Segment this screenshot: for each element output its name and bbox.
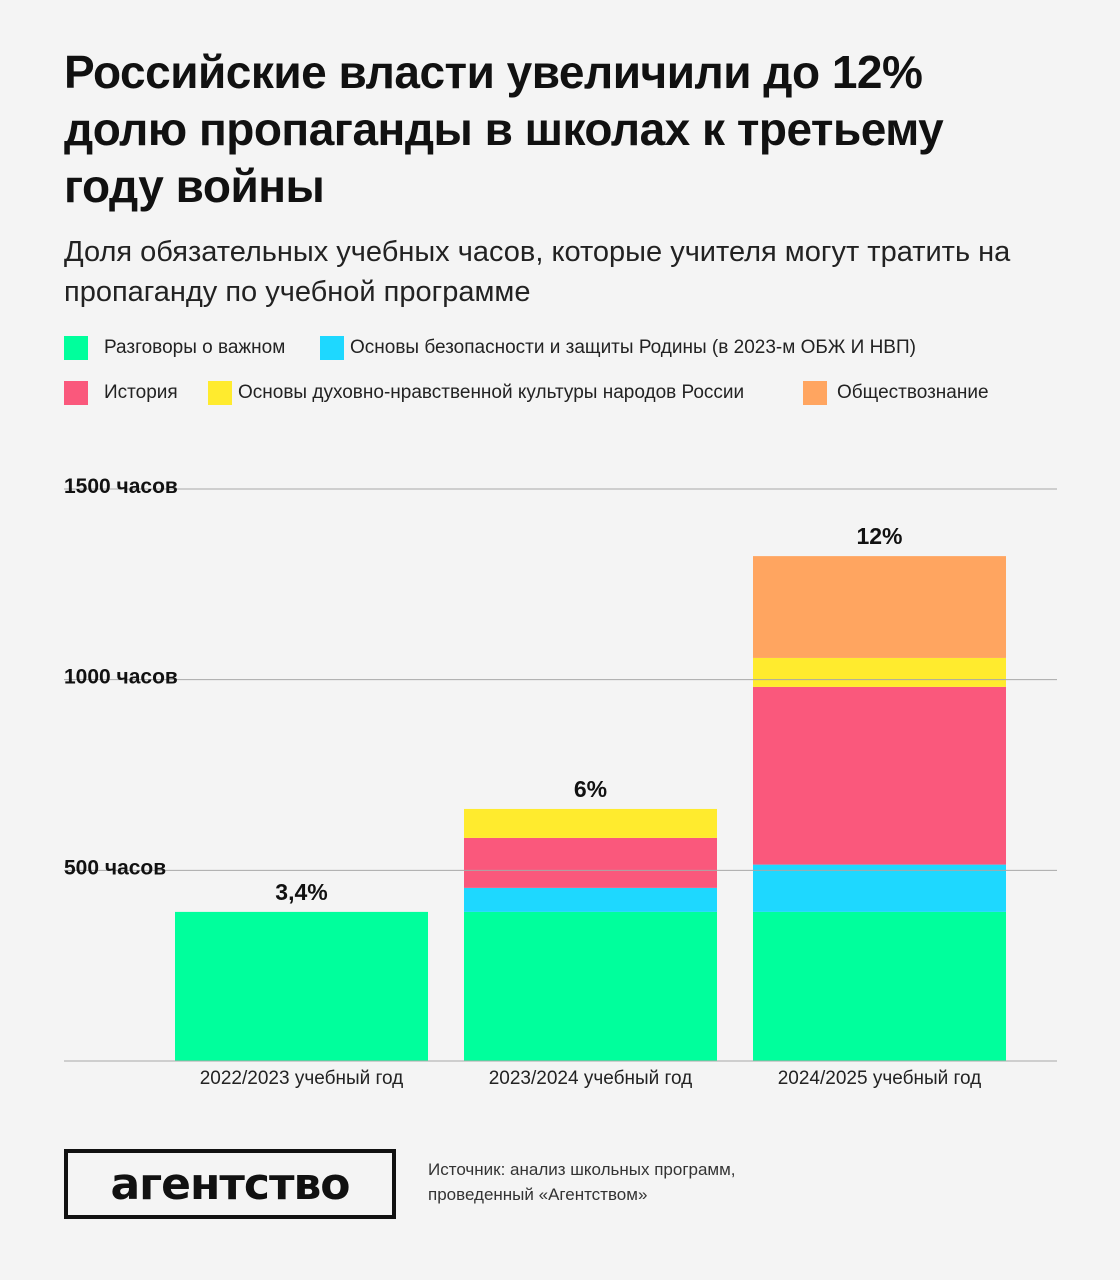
y-tick-label: 1500 часов <box>64 475 178 498</box>
legend-item-osnovy-bezopasnosti: Основы безопасности и защиты Родины (в 2… <box>320 335 916 361</box>
stacked-bar-chart: 3,4% 2022/2023 учебный год 6% 2023/2024 уче… <box>64 475 1057 1089</box>
chart-subtitle: Доля обязательных учебных часов, которые… <box>64 236 1011 308</box>
legend-label: Обществознание <box>837 382 989 403</box>
legend-swatch <box>208 381 232 405</box>
legend-item-obshchestvoznanie: Обществознание <box>803 380 989 406</box>
bar-segment <box>753 864 1006 912</box>
legend-label: Основы духовно-нравственной культуры нар… <box>238 382 745 403</box>
legend-swatch <box>803 381 827 405</box>
bar-segment <box>464 911 717 1061</box>
bar-segment <box>753 556 1006 658</box>
legend-item-istoriya: История <box>64 380 178 406</box>
legend-label: История <box>104 382 178 403</box>
legend-swatch <box>64 381 88 405</box>
bar-segment <box>464 887 717 912</box>
legend-swatch <box>320 336 344 360</box>
bar-segment <box>464 837 717 888</box>
source-line-2: проведенный «Агентством» <box>428 1185 648 1204</box>
bar-segment <box>464 808 717 838</box>
source-note: Источник: анализ школьных программ, пров… <box>428 1157 736 1207</box>
bar-segment <box>753 657 1006 687</box>
legend-item-razgovory: Разговоры о важном <box>64 335 285 361</box>
legend-swatch <box>64 336 88 360</box>
x-tick-label: 2023/2024 учебный год <box>489 1068 693 1089</box>
legend-label: Разговоры о важном <box>104 337 286 358</box>
legend-label: Основы безопасности и защиты Родины (в 2… <box>350 337 916 358</box>
x-tick-label: 2022/2023 учебный год <box>200 1068 404 1089</box>
agentstvo-logo: агентство <box>64 1149 396 1219</box>
chart-title: Российские власти увеличили до 12% долю … <box>64 46 944 212</box>
y-tick-label: 500 часов <box>64 856 166 879</box>
x-tick-label: 2024/2025 учебный год <box>778 1068 982 1089</box>
bar-segment <box>175 911 428 1061</box>
legend-item-odnknr: Основы духовно-нравственной культуры нар… <box>208 380 744 406</box>
source-line-1: Источник: анализ школьных программ, <box>428 1160 736 1179</box>
bar-segment <box>753 686 1006 865</box>
y-tick-label: 1000 часов <box>64 666 178 689</box>
bar-total-label: 6% <box>574 776 607 802</box>
bar-segment <box>753 911 1006 1061</box>
bar-total-label: 3,4% <box>275 879 327 905</box>
bar-total-label: 12% <box>856 523 902 549</box>
